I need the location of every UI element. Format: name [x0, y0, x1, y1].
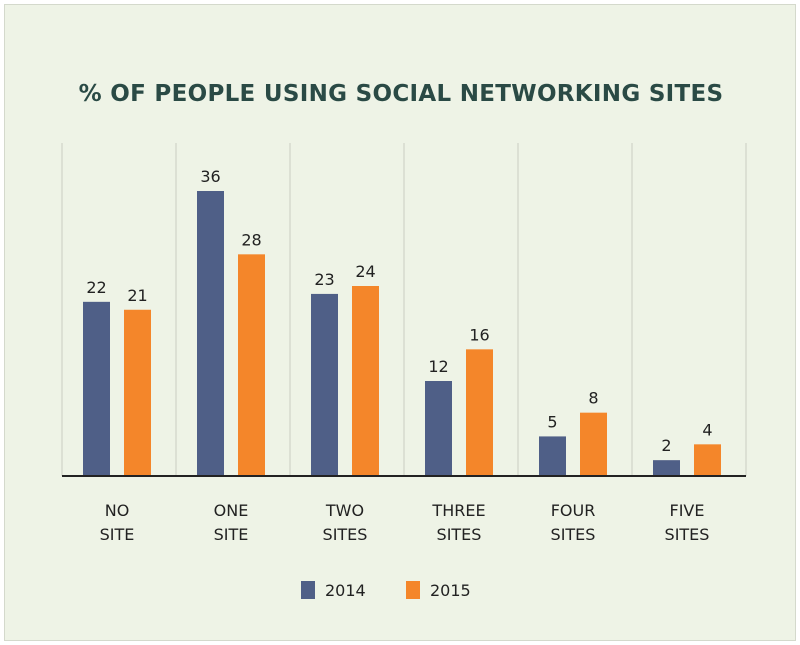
chart-panel: % OF PEOPLE USING SOCIAL NETWORKING SITE… [4, 4, 796, 641]
value-label-2015-4: 8 [588, 389, 598, 408]
legend: 2014 2015 [301, 581, 471, 600]
category-label-4-0: FOUR [551, 501, 596, 520]
bar-2014-5 [653, 460, 680, 476]
value-label-2014-4: 5 [547, 412, 557, 431]
category-label-2-1: SITES [323, 525, 368, 544]
bar-2015-5 [694, 444, 721, 476]
bar-2014-1 [197, 191, 224, 476]
category-label-0-0: NO [105, 501, 130, 520]
bar-chart: % OF PEOPLE USING SOCIAL NETWORKING SITE… [61, 81, 747, 600]
chart-title: % OF PEOPLE USING SOCIAL NETWORKING SITE… [79, 81, 724, 107]
bar-2015-1 [238, 254, 265, 476]
category-labels: NO SITE ONE SITE TWO SITES THREE SITES FOUR SITES… [100, 501, 710, 544]
legend-label-2014: 2014 [325, 581, 366, 600]
legend-label-2015: 2015 [430, 581, 471, 600]
value-label-2015-2: 24 [355, 262, 375, 281]
category-label-1-1: SITE [214, 525, 249, 544]
bar-2015-2 [352, 286, 379, 476]
category-label-3-0: THREE [431, 501, 485, 520]
bar-2015-4 [580, 412, 607, 476]
category-label-5-1: SITES [665, 525, 710, 544]
value-label-2014-1: 36 [200, 167, 220, 186]
category-separators [61, 143, 747, 476]
value-label-2015-1: 28 [241, 230, 261, 249]
value-label-2015-3: 16 [469, 325, 489, 344]
bar-2015-0 [124, 309, 151, 476]
bar-2014-0 [83, 301, 110, 476]
bar-2015-3 [466, 349, 493, 476]
category-label-0-1: SITE [100, 525, 135, 544]
bar-2014-3 [425, 381, 452, 476]
value-label-2015-0: 21 [127, 286, 147, 305]
bar-2014-4 [539, 436, 566, 476]
bars [83, 191, 721, 476]
category-label-4-1: SITES [551, 525, 596, 544]
value-label-2014-3: 12 [428, 357, 448, 376]
legend-swatch-2015 [406, 581, 420, 599]
legend-swatch-2014 [301, 581, 315, 599]
category-label-3-1: SITES [437, 525, 482, 544]
value-label-2015-5: 4 [702, 420, 712, 439]
value-label-2014-2: 23 [314, 270, 334, 289]
value-label-2014-5: 2 [661, 436, 671, 455]
value-label-2014-0: 22 [86, 278, 106, 297]
category-label-1-0: ONE [214, 501, 249, 520]
bar-2014-2 [311, 293, 338, 476]
category-label-5-0: FIVE [670, 501, 705, 520]
category-label-2-0: TWO [325, 501, 364, 520]
